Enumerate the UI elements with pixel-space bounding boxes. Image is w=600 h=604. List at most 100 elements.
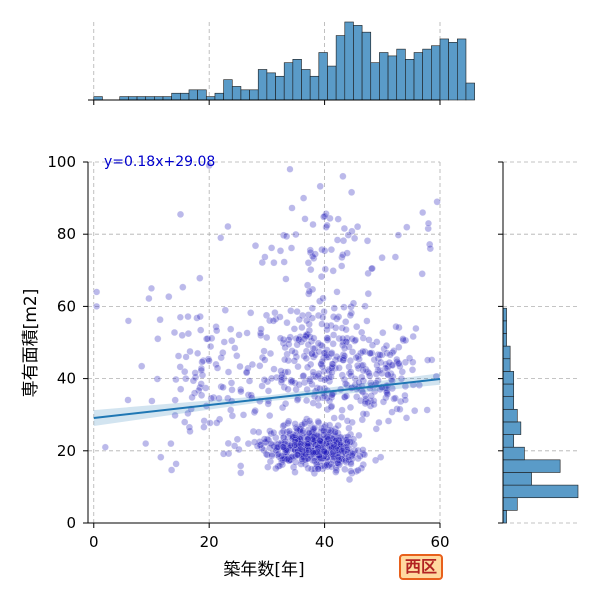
scatter-point <box>283 455 291 464</box>
scatter-point <box>288 377 296 386</box>
scatter-point <box>332 444 340 453</box>
top-hist-bar <box>361 31 372 101</box>
scatter-point <box>205 162 213 170</box>
scatter-point <box>347 467 355 475</box>
top-hist-bar <box>93 96 103 101</box>
scatter-point <box>268 374 276 383</box>
scatter-point <box>182 353 190 361</box>
scatter-point <box>348 469 356 477</box>
scatter-point <box>302 354 310 363</box>
scatter-point <box>327 373 335 381</box>
scatter-point <box>314 311 323 320</box>
scatter-point <box>346 311 355 319</box>
scatter-point <box>319 443 327 452</box>
scatter-point <box>280 231 288 239</box>
top-hist-bar <box>335 35 346 101</box>
scatter-point <box>321 376 329 384</box>
scatter-point <box>101 443 109 451</box>
scatter-point <box>316 182 324 190</box>
scatter-point <box>227 406 235 414</box>
scatter-point <box>264 387 273 395</box>
scatter-point <box>217 383 225 391</box>
scatter-point <box>256 362 264 370</box>
y-tick-label: 0 <box>66 514 76 532</box>
top-hist-bar <box>214 92 224 101</box>
scatter-point <box>304 435 312 443</box>
scatter-point <box>271 309 279 317</box>
district-badge: 西区 <box>399 554 443 580</box>
right-histogram <box>502 307 579 524</box>
scatter-point <box>237 385 245 394</box>
scatter-point <box>393 355 401 364</box>
scatter-point <box>304 341 312 349</box>
scatter-point <box>224 368 233 376</box>
scatter-point <box>361 348 369 356</box>
scatter-point <box>328 360 336 368</box>
scatter-point <box>235 331 243 339</box>
scatter-point <box>178 331 186 339</box>
scatter-point <box>249 427 258 436</box>
scatter-point <box>167 440 175 448</box>
top-hist-bar <box>188 89 198 101</box>
top-hist-bar <box>379 52 389 101</box>
scatter-point <box>217 234 225 242</box>
scatter-point <box>93 288 101 296</box>
scatter-point <box>411 407 419 415</box>
top-hist-bar <box>231 86 242 101</box>
scatter-point <box>340 224 349 233</box>
scatter-point <box>338 262 346 270</box>
scatter-point <box>409 358 417 366</box>
scatter-point <box>343 249 351 257</box>
scatter-point <box>280 258 288 266</box>
scatter-point <box>314 339 323 347</box>
scatter-point <box>364 269 372 278</box>
scatter-point <box>179 283 187 291</box>
scatter-point <box>363 317 371 325</box>
scatter-point <box>391 394 399 402</box>
scatter-point <box>318 246 326 254</box>
scatter-point <box>333 353 341 361</box>
scatter-point <box>355 378 363 387</box>
regression-line <box>93 378 441 420</box>
scatter-point <box>293 341 301 349</box>
scatter-point <box>291 452 300 460</box>
scatter-point <box>351 336 360 344</box>
scatter-point <box>347 372 355 380</box>
scatter-point <box>346 357 355 365</box>
scatter-point <box>334 421 342 430</box>
scatter-point <box>368 341 377 349</box>
scatter-point <box>168 466 176 474</box>
scatter-point <box>339 237 348 245</box>
scatter-point <box>300 352 308 360</box>
scatter-point <box>93 302 101 311</box>
scatter-point <box>182 375 190 383</box>
scatter-point <box>237 469 245 477</box>
scatter-point <box>165 293 173 301</box>
scatter-point <box>293 396 302 404</box>
scatter-point <box>323 334 331 342</box>
scatter-point <box>200 423 208 431</box>
top-hist-bar <box>309 75 320 101</box>
scatter-point <box>283 232 291 240</box>
scatter-point <box>349 450 357 458</box>
scatter-point <box>378 254 386 262</box>
scatter-points <box>93 162 441 484</box>
scatter-point <box>196 313 204 321</box>
scatter-point <box>170 328 179 337</box>
scatter-point <box>293 308 301 316</box>
scatter-point <box>303 396 311 405</box>
scatter-point <box>281 439 289 448</box>
scatter-point <box>389 348 397 357</box>
scatter-point <box>283 350 291 358</box>
scatter-point <box>256 438 264 446</box>
right-hist-bar <box>502 371 515 385</box>
scatter-point <box>277 367 285 375</box>
scatter-point <box>379 398 388 406</box>
top-hist-bar <box>465 82 475 101</box>
scatter-point <box>306 246 314 254</box>
scatter-point <box>217 354 225 362</box>
scatter-point <box>391 253 400 261</box>
top-hist-bar <box>145 96 155 101</box>
scatter-point <box>321 247 329 255</box>
scatter-point <box>142 439 150 448</box>
